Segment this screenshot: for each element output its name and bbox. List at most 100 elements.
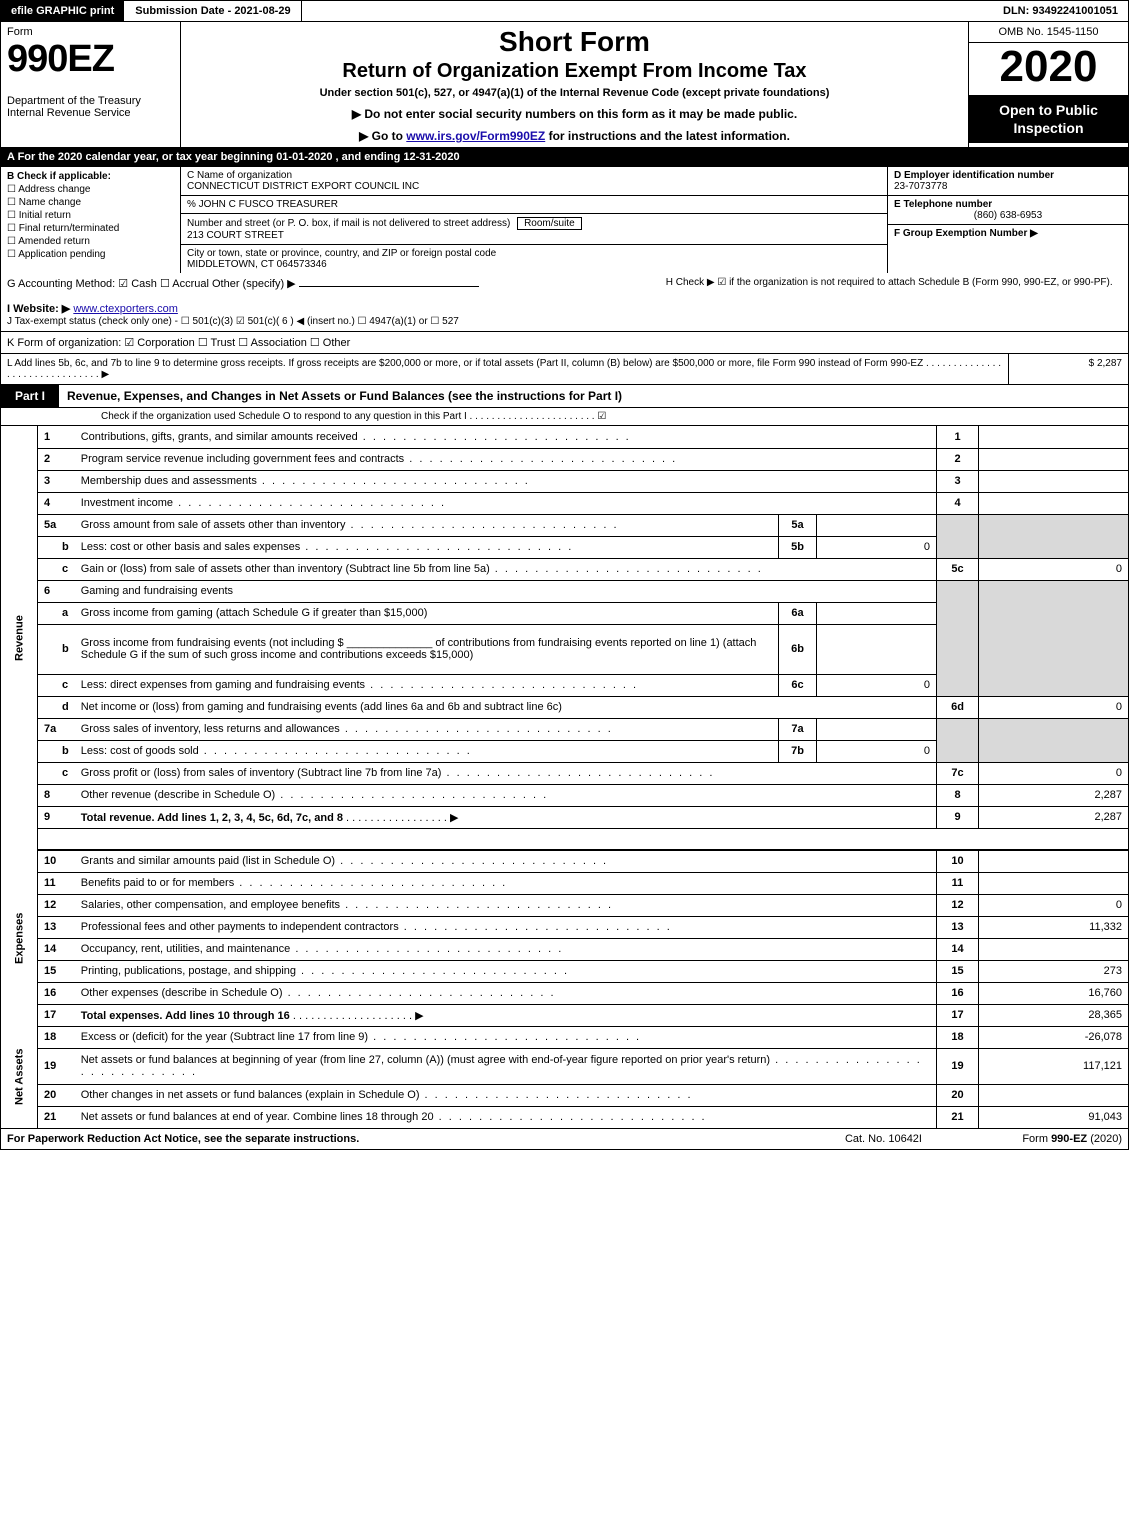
paperwork-notice: For Paperwork Reduction Act Notice, see … <box>1 1129 839 1149</box>
bullet-2-post: for instructions and the latest informat… <box>549 129 790 143</box>
part-1-subcheck: Check if the organization used Schedule … <box>0 408 1129 426</box>
chk-amended-return[interactable]: ☐ Amended return <box>7 236 174 247</box>
line-16-val: 16,760 <box>979 982 1129 1004</box>
line-13-desc: Professional fees and other payments to … <box>81 921 672 933</box>
chk-address-change[interactable]: ☐ Address change <box>7 184 174 195</box>
line-6-desc: Gaming and fundraising events <box>75 580 937 602</box>
line-5c-desc: Gain or (loss) from sale of assets other… <box>81 563 763 575</box>
line-4-desc: Investment income <box>81 497 446 509</box>
chk-final-return[interactable]: ☐ Final return/terminated <box>7 223 174 234</box>
line-17-val: 28,365 <box>979 1004 1129 1026</box>
line-6c-val: 0 <box>817 674 937 696</box>
line-1-val <box>979 426 1129 448</box>
address-value: 213 COURT STREET <box>187 230 881 241</box>
line-9-desc: Total revenue. Add lines 1, 2, 3, 4, 5c,… <box>81 812 343 824</box>
line-15-val: 273 <box>979 960 1129 982</box>
accounting-method: G Accounting Method: ☑ Cash ☐ Accrual Ot… <box>7 278 296 290</box>
part-1-header: Part I Revenue, Expenses, and Changes in… <box>0 385 1129 408</box>
header-middle: Short Form Return of Organization Exempt… <box>181 22 968 147</box>
line-18-val: -26,078 <box>979 1026 1129 1048</box>
line-10-desc: Grants and similar amounts paid (list in… <box>81 855 608 867</box>
part-1-title: Revenue, Expenses, and Changes in Net As… <box>59 385 1128 407</box>
line-12-val: 0 <box>979 894 1129 916</box>
cat-number: Cat. No. 10642I <box>839 1129 928 1149</box>
line-6c-desc: Less: direct expenses from gaming and fu… <box>81 679 638 691</box>
line-18-desc: Excess or (deficit) for the year (Subtra… <box>81 1031 641 1043</box>
irs-link[interactable]: www.irs.gov/Form990EZ <box>406 129 545 143</box>
row-l-gross-receipts: L Add lines 5b, 6c, and 7b to line 9 to … <box>0 354 1129 385</box>
city-label: City or town, state or province, country… <box>187 248 881 259</box>
submission-date: Submission Date - 2021-08-29 <box>125 1 301 21</box>
line-13-val: 11,332 <box>979 916 1129 938</box>
line-19-desc: Net assets or fund balances at beginning… <box>81 1054 922 1078</box>
line-3-desc: Membership dues and assessments <box>81 475 530 487</box>
org-name-label: C Name of organization <box>187 170 881 181</box>
department-label: Department of the Treasury Internal Reve… <box>7 95 174 119</box>
line-12-desc: Salaries, other compensation, and employ… <box>81 899 613 911</box>
side-label-expenses: Expenses <box>1 850 38 1026</box>
line-7c-val: 0 <box>979 762 1129 784</box>
line-11-desc: Benefits paid to or for members <box>81 877 508 889</box>
bullet-1: ▶ Do not enter social security numbers o… <box>187 107 962 121</box>
part-1-table: Revenue 1 Contributions, gifts, grants, … <box>0 426 1129 1129</box>
open-inspection: Open to Public Inspection <box>969 95 1128 143</box>
efile-print-button[interactable]: efile GRAPHIC print <box>1 1 125 21</box>
chk-application-pending[interactable]: ☐ Application pending <box>7 249 174 260</box>
line-6b-desc: Gross income from fundraising events (no… <box>75 624 779 674</box>
row-g-h: G Accounting Method: ☑ Cash ☐ Accrual Ot… <box>0 273 1129 332</box>
line-19-val: 117,121 <box>979 1048 1129 1084</box>
row-l-amount: $ 2,287 <box>1008 354 1128 384</box>
chk-name-change[interactable]: ☐ Name change <box>7 197 174 208</box>
entity-info-block: B Check if applicable: ☐ Address change … <box>0 167 1129 273</box>
tax-exempt-status: J Tax-exempt status (check only one) - ☐… <box>7 316 459 327</box>
line-17-desc: Total expenses. Add lines 10 through 16 <box>81 1010 290 1022</box>
line-21-desc: Net assets or fund balances at end of ye… <box>81 1111 707 1123</box>
bullet-2-pre: ▶ Go to <box>359 129 406 143</box>
telephone-value: (860) 638-6953 <box>894 210 1122 221</box>
website-label: I Website: ▶ <box>7 303 70 315</box>
short-form-title: Short Form <box>187 26 962 58</box>
line-7b-val: 0 <box>817 740 937 762</box>
line-6d-desc: Net income or (loss) from gaming and fun… <box>75 696 937 718</box>
column-b-checkboxes: B Check if applicable: ☐ Address change … <box>1 167 181 273</box>
bullet-2: ▶ Go to www.irs.gov/Form990EZ for instru… <box>187 129 962 143</box>
group-exemption-label: F Group Exemption Number ▶ <box>894 228 1038 239</box>
line-20-desc: Other changes in net assets or fund bala… <box>81 1089 693 1101</box>
line-1-desc: Contributions, gifts, grants, and simila… <box>81 431 631 443</box>
room-suite-label: Room/suite <box>517 217 582 230</box>
line-5b-desc: Less: cost or other basis and sales expe… <box>81 541 574 553</box>
form-number: 990EZ <box>7 38 174 81</box>
row-l-text: L Add lines 5b, 6c, and 7b to line 9 to … <box>1 354 1008 384</box>
line-16-desc: Other expenses (describe in Schedule O) <box>81 987 556 999</box>
line-2-desc: Program service revenue including govern… <box>81 453 678 465</box>
dln-label: DLN: 93492241001051 <box>993 1 1128 21</box>
row-k-form-org: K Form of organization: ☑ Corporation ☐ … <box>0 332 1129 354</box>
row-a-tax-year: A For the 2020 calendar year, or tax yea… <box>0 148 1129 167</box>
tax-year: 2020 <box>969 43 1128 95</box>
form-footer-label: Form 990-EZ (2020) <box>928 1129 1128 1149</box>
col-b-header: B Check if applicable: <box>7 171 111 182</box>
side-label-net-assets: Net Assets <box>1 1026 38 1128</box>
website-link[interactable]: www.ctexporters.com <box>73 303 178 315</box>
line-5b-val: 0 <box>817 536 937 558</box>
line-7a-desc: Gross sales of inventory, less returns a… <box>81 723 613 735</box>
line-6a-desc: Gross income from gaming (attach Schedul… <box>75 602 779 624</box>
main-title: Return of Organization Exempt From Incom… <box>187 60 962 83</box>
chk-initial-return[interactable]: ☐ Initial return <box>7 210 174 221</box>
column-c-org-info: C Name of organization CONNECTICUT DISTR… <box>181 167 888 273</box>
line-15-desc: Printing, publications, postage, and shi… <box>81 965 569 977</box>
omb-number: OMB No. 1545-1150 <box>969 22 1128 43</box>
line-14-desc: Occupancy, rent, utilities, and maintena… <box>81 943 564 955</box>
line-8-val: 2,287 <box>979 784 1129 806</box>
row-h-schedule-b: H Check ▶ ☑ if the organization is not r… <box>646 277 1122 327</box>
care-of: % JOHN C FUSCO TREASURER <box>181 196 887 214</box>
line-9-val: 2,287 <box>979 806 1129 828</box>
org-name-value: CONNECTICUT DISTRICT EXPORT COUNCIL INC <box>187 181 881 192</box>
form-header: Form 990EZ Department of the Treasury In… <box>0 22 1129 148</box>
subtitle: Under section 501(c), 527, or 4947(a)(1)… <box>187 87 962 99</box>
part-1-tab: Part I <box>1 385 59 407</box>
line-21-val: 91,043 <box>979 1106 1129 1128</box>
side-label-revenue: Revenue <box>1 426 38 850</box>
header-left: Form 990EZ Department of the Treasury In… <box>1 22 181 147</box>
ein-label: D Employer identification number <box>894 170 1054 181</box>
